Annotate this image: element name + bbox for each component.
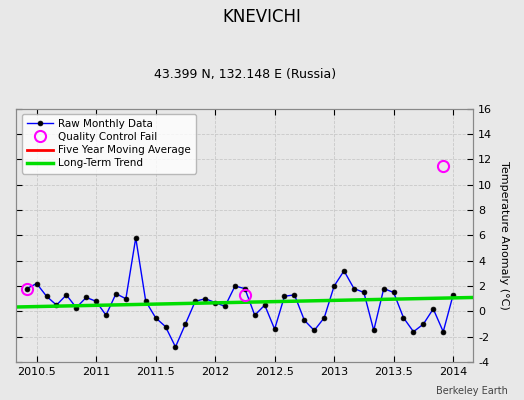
Raw Monthly Data (63, 292, 70, 297)
Raw Monthly Data (291, 292, 298, 297)
Raw Monthly Data (73, 305, 80, 310)
Raw Monthly Data (370, 328, 377, 333)
Line: Quality Control Fail: Quality Control Fail (21, 160, 449, 300)
Line: Raw Monthly Data: Raw Monthly Data (24, 236, 455, 349)
Raw Monthly Data (440, 329, 446, 334)
Raw Monthly Data (252, 313, 258, 318)
Raw Monthly Data (83, 295, 90, 300)
Raw Monthly Data (321, 315, 328, 320)
Raw Monthly Data (103, 313, 109, 318)
Raw Monthly Data (172, 344, 179, 349)
Raw Monthly Data (34, 281, 40, 286)
Raw Monthly Data (133, 236, 139, 240)
Raw Monthly Data (152, 315, 159, 320)
Raw Monthly Data (331, 284, 337, 288)
Raw Monthly Data (430, 306, 436, 311)
Raw Monthly Data (232, 284, 238, 288)
Raw Monthly Data (192, 299, 199, 304)
Raw Monthly Data (410, 329, 417, 334)
Raw Monthly Data (123, 296, 129, 301)
Text: Berkeley Earth: Berkeley Earth (436, 386, 508, 396)
Title: 43.399 N, 132.148 E (Russia): 43.399 N, 132.148 E (Russia) (154, 68, 336, 81)
Raw Monthly Data (351, 286, 357, 291)
Raw Monthly Data (450, 292, 456, 297)
Raw Monthly Data (301, 318, 308, 323)
Raw Monthly Data (400, 315, 407, 320)
Legend: Raw Monthly Data, Quality Control Fail, Five Year Moving Average, Long-Term Tren: Raw Monthly Data, Quality Control Fail, … (21, 114, 196, 174)
Y-axis label: Temperature Anomaly (°C): Temperature Anomaly (°C) (499, 161, 509, 310)
Raw Monthly Data (380, 286, 387, 291)
Raw Monthly Data (162, 324, 169, 329)
Quality Control Fail (24, 286, 30, 291)
Raw Monthly Data (281, 294, 288, 299)
Raw Monthly Data (311, 328, 318, 333)
Raw Monthly Data (202, 296, 209, 301)
Raw Monthly Data (113, 291, 119, 296)
Raw Monthly Data (24, 286, 30, 291)
Raw Monthly Data (212, 300, 219, 305)
Raw Monthly Data (361, 290, 367, 295)
Raw Monthly Data (341, 268, 347, 273)
Raw Monthly Data (242, 286, 248, 291)
Raw Monthly Data (271, 327, 278, 332)
Quality Control Fail (440, 163, 446, 168)
Raw Monthly Data (43, 294, 50, 299)
Raw Monthly Data (222, 304, 228, 309)
Raw Monthly Data (143, 299, 149, 304)
Raw Monthly Data (93, 299, 99, 304)
Quality Control Fail (242, 292, 248, 297)
Raw Monthly Data (420, 322, 427, 326)
Raw Monthly Data (261, 303, 268, 308)
Raw Monthly Data (53, 303, 60, 308)
Raw Monthly Data (182, 322, 189, 326)
Text: KNEVICHI: KNEVICHI (223, 8, 301, 26)
Raw Monthly Data (390, 290, 397, 295)
